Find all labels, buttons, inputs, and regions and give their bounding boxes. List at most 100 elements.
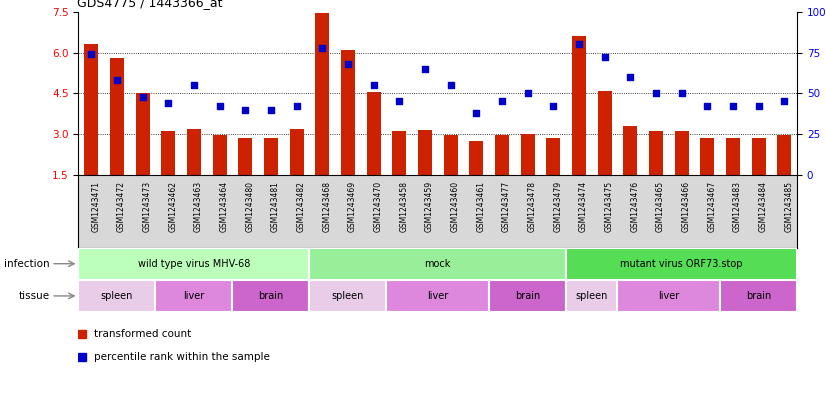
Text: wild type virus MHV-68: wild type virus MHV-68 <box>138 259 250 269</box>
Point <box>444 82 458 88</box>
Point <box>239 107 252 113</box>
Bar <box>675 131 689 175</box>
Point <box>752 103 765 110</box>
Point <box>418 66 431 72</box>
Text: GSM1243474: GSM1243474 <box>579 181 588 232</box>
Point <box>777 98 790 105</box>
Text: transformed count: transformed count <box>94 329 192 339</box>
Point <box>572 41 586 48</box>
Text: GSM1243459: GSM1243459 <box>425 181 434 232</box>
Point <box>675 90 688 97</box>
Text: GSM1243472: GSM1243472 <box>117 181 126 232</box>
Text: GSM1243469: GSM1243469 <box>348 181 357 232</box>
Text: GSM1243464: GSM1243464 <box>220 181 229 232</box>
Text: spleen: spleen <box>576 291 608 301</box>
Bar <box>387 280 489 312</box>
Bar <box>720 280 797 312</box>
Bar <box>78 248 310 280</box>
Bar <box>546 138 560 175</box>
Point <box>162 100 175 106</box>
Text: GSM1243479: GSM1243479 <box>553 181 563 232</box>
Bar <box>187 129 201 175</box>
Bar <box>84 44 98 175</box>
Bar <box>489 280 566 312</box>
Bar <box>232 280 310 312</box>
Text: brain: brain <box>746 291 771 301</box>
Point <box>547 103 560 110</box>
Bar <box>520 134 534 175</box>
Bar <box>700 138 714 175</box>
Bar <box>469 141 483 175</box>
Bar <box>495 136 509 175</box>
Text: GSM1243470: GSM1243470 <box>373 181 382 232</box>
Bar <box>135 94 150 175</box>
Text: spleen: spleen <box>332 291 364 301</box>
Point <box>496 98 509 105</box>
Bar <box>623 126 638 175</box>
Bar <box>110 58 124 175</box>
Bar <box>310 248 566 280</box>
Text: infection: infection <box>4 259 50 269</box>
Point <box>392 98 406 105</box>
Text: GSM1243473: GSM1243473 <box>143 181 152 232</box>
Point <box>726 103 739 110</box>
Bar <box>597 91 612 175</box>
Text: GSM1243462: GSM1243462 <box>169 181 178 232</box>
Text: GDS4775 / 1443366_at: GDS4775 / 1443366_at <box>77 0 222 9</box>
Text: percentile rank within the sample: percentile rank within the sample <box>94 352 270 362</box>
Text: GSM1243461: GSM1243461 <box>477 181 486 232</box>
Bar <box>649 131 663 175</box>
Text: GSM1243467: GSM1243467 <box>707 181 716 232</box>
Bar <box>752 138 766 175</box>
Bar <box>392 131 406 175</box>
Point <box>649 90 662 97</box>
Point <box>188 82 201 88</box>
Text: GSM1243482: GSM1243482 <box>297 181 306 231</box>
Bar <box>341 50 355 175</box>
Point <box>341 61 354 67</box>
Point <box>213 103 226 110</box>
Bar <box>161 131 175 175</box>
Text: mock: mock <box>425 259 451 269</box>
Point <box>111 77 124 83</box>
Text: GSM1243481: GSM1243481 <box>271 181 280 231</box>
Bar <box>78 280 155 312</box>
Bar <box>777 136 791 175</box>
Text: liver: liver <box>183 291 205 301</box>
Point <box>367 82 380 88</box>
Bar <box>238 138 253 175</box>
Point <box>598 54 611 61</box>
Text: GSM1243471: GSM1243471 <box>92 181 100 232</box>
Bar <box>212 136 226 175</box>
Point <box>316 44 329 51</box>
Bar <box>444 136 458 175</box>
Text: tissue: tissue <box>19 291 50 301</box>
Text: GSM1243477: GSM1243477 <box>502 181 511 232</box>
Point <box>85 51 98 57</box>
Point <box>136 94 150 100</box>
Text: GSM1243466: GSM1243466 <box>681 181 691 232</box>
Bar <box>367 92 381 175</box>
Bar <box>263 138 278 175</box>
Text: liver: liver <box>658 291 680 301</box>
Bar <box>316 13 330 175</box>
Bar <box>726 138 740 175</box>
Text: spleen: spleen <box>101 291 133 301</box>
Text: GSM1243468: GSM1243468 <box>322 181 331 232</box>
Text: GSM1243460: GSM1243460 <box>451 181 459 232</box>
Text: GSM1243484: GSM1243484 <box>758 181 767 232</box>
Text: GSM1243483: GSM1243483 <box>733 181 742 232</box>
Text: GSM1243478: GSM1243478 <box>528 181 537 232</box>
Bar <box>566 248 797 280</box>
Text: GSM1243465: GSM1243465 <box>656 181 665 232</box>
Point <box>290 103 303 110</box>
Bar <box>418 130 432 175</box>
Bar <box>290 129 304 175</box>
Text: GSM1243476: GSM1243476 <box>630 181 639 232</box>
Text: brain: brain <box>515 291 540 301</box>
Text: GSM1243475: GSM1243475 <box>605 181 614 232</box>
Text: liver: liver <box>427 291 449 301</box>
Point <box>470 110 483 116</box>
Bar <box>617 280 720 312</box>
Point <box>624 74 637 80</box>
